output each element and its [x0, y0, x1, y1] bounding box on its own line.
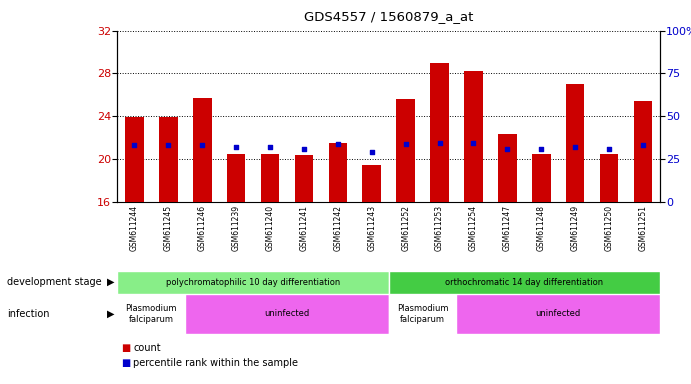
Bar	[227, 154, 245, 202]
Text: ▶: ▶	[106, 309, 114, 319]
Bar	[117, 294, 185, 334]
Bar	[294, 155, 313, 202]
Bar	[430, 63, 449, 202]
Text: GDS4557 / 1560879_a_at: GDS4557 / 1560879_a_at	[304, 10, 473, 23]
Text: count: count	[133, 343, 161, 353]
Bar	[600, 154, 618, 202]
Point	[197, 142, 208, 148]
Bar	[261, 154, 279, 202]
Bar	[532, 154, 551, 202]
Text: infection: infection	[7, 309, 50, 319]
Bar	[185, 294, 388, 334]
Text: GSM611247: GSM611247	[503, 205, 512, 251]
Text: development stage: development stage	[7, 277, 102, 287]
Text: GSM611254: GSM611254	[469, 205, 478, 251]
Text: ■: ■	[121, 358, 130, 368]
Text: GSM611243: GSM611243	[367, 205, 376, 251]
Bar	[388, 271, 660, 294]
Text: GSM611252: GSM611252	[401, 205, 410, 251]
Point	[637, 142, 648, 148]
Point	[129, 142, 140, 148]
Text: GSM611244: GSM611244	[130, 205, 139, 251]
Bar	[159, 117, 178, 202]
Point	[299, 146, 310, 152]
Bar	[193, 98, 211, 202]
Point	[603, 146, 614, 152]
Text: orthochromatic 14 day differentiation: orthochromatic 14 day differentiation	[445, 278, 603, 287]
Text: Plasmodium
falciparum: Plasmodium falciparum	[126, 304, 177, 324]
Text: uninfected: uninfected	[265, 310, 310, 318]
Text: GSM611239: GSM611239	[231, 205, 240, 251]
Point	[468, 140, 479, 146]
Text: GSM611241: GSM611241	[299, 205, 308, 251]
Text: Plasmodium
falciparum: Plasmodium falciparum	[397, 304, 448, 324]
Bar	[388, 294, 457, 334]
Bar	[457, 294, 660, 334]
Point	[569, 144, 580, 150]
Text: ▶: ▶	[106, 277, 114, 287]
Text: GSM611245: GSM611245	[164, 205, 173, 251]
Point	[400, 141, 411, 147]
Point	[163, 142, 174, 148]
Text: GSM611249: GSM611249	[571, 205, 580, 251]
Point	[231, 144, 242, 150]
Text: GSM611253: GSM611253	[435, 205, 444, 251]
Point	[434, 140, 445, 146]
Bar	[566, 84, 585, 202]
Text: percentile rank within the sample: percentile rank within the sample	[133, 358, 299, 368]
Text: ■: ■	[121, 343, 130, 353]
Text: GSM611251: GSM611251	[638, 205, 647, 251]
Text: uninfected: uninfected	[536, 310, 581, 318]
Text: GSM611240: GSM611240	[265, 205, 274, 251]
Point	[536, 146, 547, 152]
Bar	[498, 134, 517, 202]
Point	[332, 141, 343, 147]
Bar	[328, 143, 347, 202]
Bar	[117, 271, 388, 294]
Point	[265, 144, 276, 150]
Bar	[397, 99, 415, 202]
Text: GSM611250: GSM611250	[605, 205, 614, 251]
Text: polychromatophilic 10 day differentiation: polychromatophilic 10 day differentiatio…	[166, 278, 340, 287]
Point	[502, 146, 513, 152]
Text: GSM611248: GSM611248	[537, 205, 546, 251]
Bar	[362, 165, 381, 202]
Bar	[464, 71, 483, 202]
Bar	[125, 117, 144, 202]
Text: GSM611246: GSM611246	[198, 205, 207, 251]
Point	[366, 149, 377, 156]
Text: GSM611242: GSM611242	[333, 205, 342, 251]
Bar	[634, 101, 652, 202]
